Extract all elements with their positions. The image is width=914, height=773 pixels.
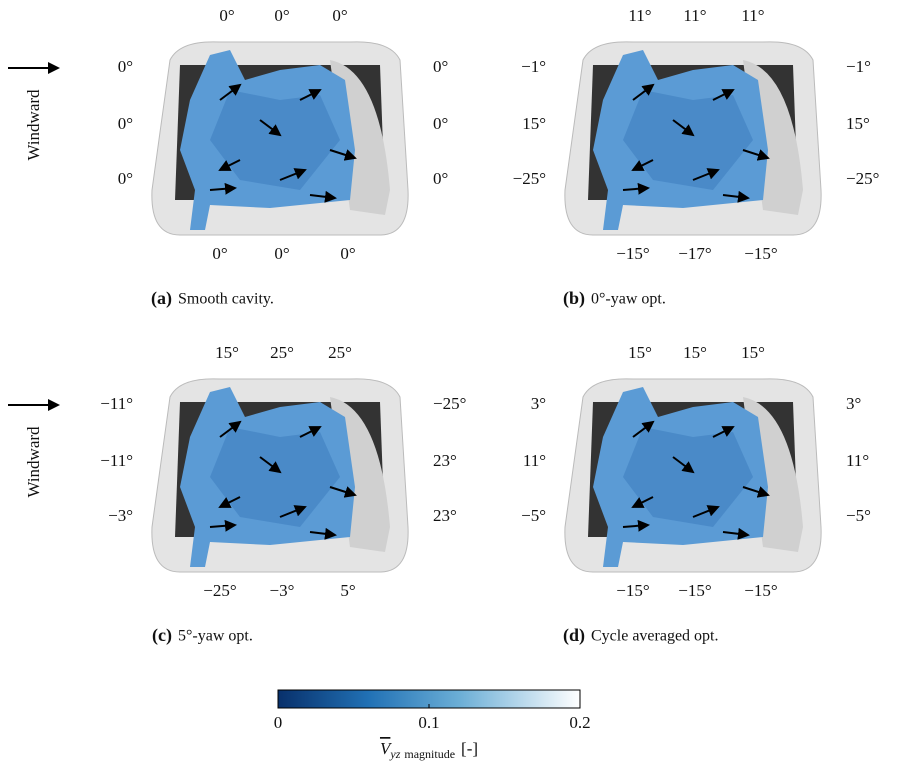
colorbar-title-part: magnitude (404, 747, 455, 761)
angle-right: 23° (433, 506, 457, 525)
angle-left: 0° (118, 57, 133, 76)
angle-left: 15° (522, 114, 546, 133)
car-image (565, 379, 821, 572)
panel-caption: Smooth cavity. (178, 291, 274, 308)
angle-right: 3° (846, 394, 861, 413)
angle-top: 15° (741, 343, 765, 362)
angle-top: 25° (270, 343, 294, 362)
angle-left: −11° (100, 451, 133, 470)
angle-bottom: −3° (270, 581, 295, 600)
angle-bottom: −17° (678, 244, 711, 263)
angle-right: −1° (846, 57, 871, 76)
car-image (565, 42, 821, 235)
angle-top: 0° (332, 6, 347, 25)
windward-label: Windward (24, 89, 43, 161)
panel-caption: 5°-yaw opt. (178, 628, 253, 645)
angle-bottom: −15° (678, 581, 711, 600)
windward-label: Windward (24, 426, 43, 498)
angle-left: 0° (118, 114, 133, 133)
angle-top: 25° (328, 343, 352, 362)
angle-bottom: −15° (744, 244, 777, 263)
angle-right: 0° (433, 57, 448, 76)
panel-caption: 0°-yaw opt. (591, 291, 666, 308)
angle-bottom: −25° (203, 581, 236, 600)
angle-top: 0° (274, 6, 289, 25)
angle-left: 3° (531, 394, 546, 413)
angle-top: 0° (219, 6, 234, 25)
angle-right: −25° (846, 169, 879, 188)
panel-label: (b) (563, 288, 585, 309)
angle-right: −25° (433, 394, 466, 413)
angle-right: 0° (433, 169, 448, 188)
colorbar-title-part: [-] (461, 739, 478, 758)
angle-top: 15° (683, 343, 707, 362)
angle-top: 11° (683, 6, 706, 25)
angle-right: 15° (846, 114, 870, 133)
angle-right: 11° (846, 451, 869, 470)
angle-bottom: 0° (274, 244, 289, 263)
panel-label: (a) (151, 288, 172, 309)
angle-left: −25° (513, 169, 546, 188)
panel-caption: Cycle averaged opt. (591, 628, 719, 645)
colorbar-title-part: V (380, 739, 393, 758)
angle-left: −5° (521, 506, 546, 525)
angle-bottom: 5° (340, 581, 355, 600)
colorbar-tick-label: 0.1 (418, 713, 439, 732)
panel-label: (d) (563, 625, 585, 646)
angle-bottom: 0° (340, 244, 355, 263)
angle-right: −5° (846, 506, 871, 525)
colorbar-title-part: yz (389, 747, 400, 761)
angle-bottom: 0° (212, 244, 227, 263)
angle-top: 15° (215, 343, 239, 362)
angle-top: 15° (628, 343, 652, 362)
angle-right: 23° (433, 451, 457, 470)
colorbar-title: Vyz magnitude [-] (380, 739, 478, 761)
angle-left: −1° (521, 57, 546, 76)
angle-left: 11° (523, 451, 546, 470)
angle-bottom: −15° (616, 581, 649, 600)
car-image (152, 379, 408, 572)
angle-bottom: −15° (744, 581, 777, 600)
angle-top: 11° (741, 6, 764, 25)
angle-right: 0° (433, 114, 448, 133)
panel-label: (c) (152, 625, 172, 646)
angle-bottom: −15° (616, 244, 649, 263)
angle-top: 11° (628, 6, 651, 25)
colorbar-tick-label: 0 (274, 713, 283, 732)
angle-left: −3° (108, 506, 133, 525)
colorbar-tick-label: 0.2 (569, 713, 590, 732)
angle-left: −11° (100, 394, 133, 413)
car-image (152, 42, 408, 235)
angle-left: 0° (118, 169, 133, 188)
